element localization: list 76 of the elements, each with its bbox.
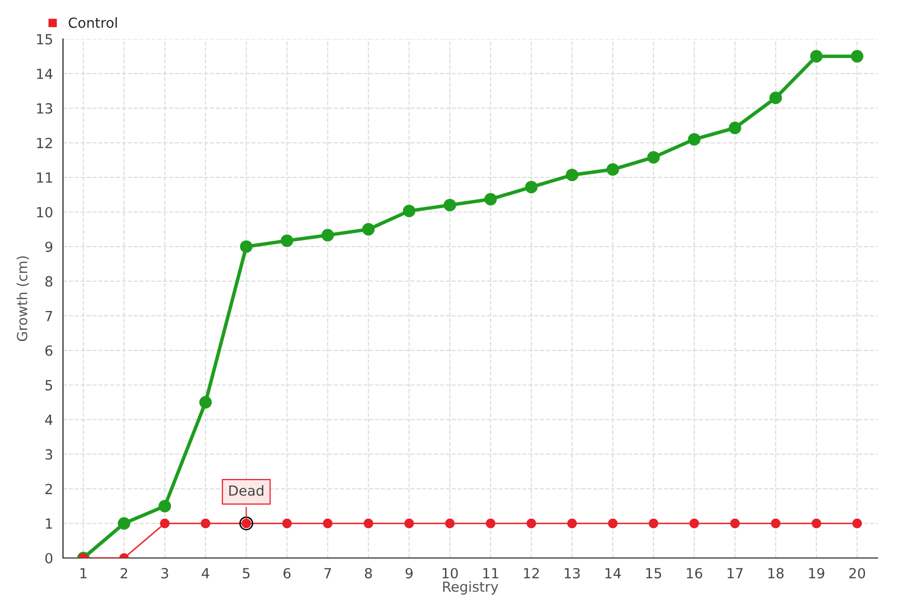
point: [404, 518, 414, 528]
point: [362, 223, 375, 236]
point: [812, 518, 822, 528]
point: [648, 518, 658, 528]
point: [852, 518, 862, 528]
y-tick-label: 5: [46, 380, 52, 390]
point: [280, 234, 294, 247]
y-tick-label: 11: [37, 172, 52, 183]
y-tick-label: 9: [45, 242, 52, 252]
x-tick-label: 20: [849, 568, 866, 578]
point: [567, 518, 577, 528]
point: [282, 518, 292, 528]
x-axis-title: Registry: [443, 581, 498, 595]
x-tick-label: 15: [646, 568, 662, 578]
point: [526, 518, 536, 528]
x-tick-label: 10: [442, 568, 458, 578]
y-tick-label: 3: [46, 449, 52, 460]
point: [322, 518, 333, 528]
x-tick-label: 19: [809, 568, 824, 578]
y-tick-label: 1: [46, 518, 52, 529]
y-tick-label: 8: [45, 276, 52, 287]
point: [525, 180, 538, 194]
point: [158, 500, 172, 512]
point: [769, 92, 782, 104]
point: [364, 518, 374, 528]
x-tick-label: 2: [120, 568, 128, 578]
x-tick-label: 13: [564, 568, 580, 578]
y-tick-label: 0: [45, 552, 52, 564]
x-tick-label: 18: [768, 568, 784, 578]
y-tick-label: 7: [46, 310, 52, 322]
x-tick-label: 14: [605, 568, 621, 578]
x-tick-label: 1: [80, 568, 86, 578]
x-tick-label: 7: [324, 568, 331, 578]
point: [566, 168, 578, 182]
y-tick-label: 2: [45, 484, 52, 494]
x-tick-label: 12: [524, 568, 539, 578]
point: [486, 518, 496, 528]
point: [444, 198, 456, 212]
point: [647, 151, 660, 164]
point: [321, 228, 334, 242]
x-tick-label: 11: [483, 568, 498, 578]
point: [402, 204, 416, 218]
point: [240, 240, 253, 253]
point: [118, 517, 130, 530]
y-tick-label: 10: [37, 206, 52, 218]
y-tick-label: 12: [37, 138, 52, 148]
point: [689, 518, 700, 528]
point: [770, 518, 781, 528]
annotation: Dead: [229, 485, 264, 496]
y-tick-label: 13: [37, 103, 52, 114]
point: [199, 396, 212, 409]
legend-label: Control: [68, 17, 117, 28]
point: [850, 50, 864, 63]
y-tick-label: 15: [37, 34, 52, 44]
point: [730, 518, 740, 528]
point: [608, 518, 618, 528]
point: [606, 163, 620, 176]
point: [160, 518, 170, 528]
point: [445, 518, 455, 528]
x-tick-label: 4: [202, 568, 210, 578]
point: [688, 133, 700, 146]
x-tick-label: 6: [284, 568, 291, 578]
point: [200, 518, 210, 528]
point: [484, 192, 497, 206]
x-tick-label: 3: [161, 568, 168, 578]
y-tick-label: 4: [45, 414, 52, 425]
point: [728, 122, 742, 134]
x-tick-label: 9: [406, 568, 413, 578]
y-axis-title: Growth (cm): [16, 256, 29, 342]
y-tick-label: 14: [37, 68, 52, 79]
x-tick-label: 5: [242, 568, 250, 578]
point: [810, 50, 823, 63]
x-tick-label: 8: [364, 568, 372, 578]
x-tick-label: 16: [686, 568, 702, 578]
x-tick-label: 17: [728, 568, 743, 578]
y-tick-label: 6: [45, 345, 52, 356]
